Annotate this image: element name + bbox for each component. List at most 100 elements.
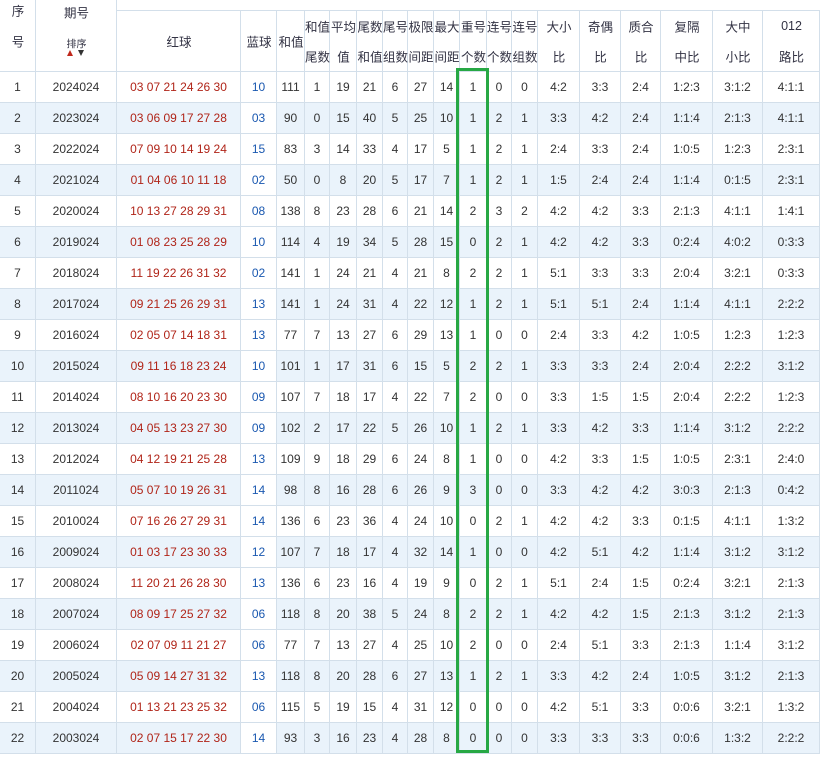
header-cell xyxy=(330,10,357,72)
table-cell: 3:1:2 xyxy=(713,413,763,444)
table-cell: 1:2:3 xyxy=(763,382,820,413)
table-cell: 2 xyxy=(487,103,512,134)
table-cell: 77 xyxy=(277,630,305,661)
table-cell: 10 xyxy=(434,630,460,661)
table-cell: 17 xyxy=(357,537,383,568)
sort-label[interactable]: 排序 xyxy=(66,39,87,51)
table-cell: 107 xyxy=(277,537,305,568)
table-cell: 03 07 21 24 26 30 xyxy=(117,72,241,103)
table-cell: 2:1:3 xyxy=(661,630,713,661)
table-cell: 102 xyxy=(277,413,305,444)
table-cell: 17 xyxy=(408,134,434,165)
table-cell: 26 xyxy=(408,413,434,444)
header-cell xyxy=(305,10,330,72)
table-cell: 24 xyxy=(330,289,357,320)
header-label: 大小 xyxy=(546,20,572,35)
table-cell: 0 xyxy=(512,444,538,475)
table-cell: 22 xyxy=(408,289,434,320)
table-cell: 2:1:3 xyxy=(763,568,820,599)
table-cell: 20 xyxy=(330,661,357,692)
header-cell xyxy=(357,10,383,72)
header-label: 小比 xyxy=(725,50,751,65)
table-cell: 2:1:3 xyxy=(661,599,713,630)
table-cell: 0 xyxy=(512,382,538,413)
table-cell: 3:3 xyxy=(538,413,580,444)
table-cell: 02 xyxy=(241,258,277,289)
table-cell: 1:2:3 xyxy=(763,320,820,351)
table-cell: 3:1:2 xyxy=(713,537,763,568)
table-cell: 28 xyxy=(408,723,434,754)
table-cell: 29 xyxy=(357,444,383,475)
table-cell: 04 12 19 21 25 28 xyxy=(117,444,241,475)
table-cell: 5:1 xyxy=(538,289,580,320)
table-cell: 9 xyxy=(0,320,36,351)
table-cell: 1:0:5 xyxy=(661,320,713,351)
table-cell: 3:3 xyxy=(621,692,661,723)
table-cell: 21 xyxy=(357,258,383,289)
table-cell: 1:0:5 xyxy=(661,444,713,475)
table-cell: 09 xyxy=(241,413,277,444)
table-cell: 5:1 xyxy=(538,568,580,599)
header-cell xyxy=(580,10,621,72)
table-cell: 4:1:1 xyxy=(713,196,763,227)
table-cell: 09 21 25 26 29 31 xyxy=(117,289,241,320)
table-cell: 4 xyxy=(383,568,408,599)
table-cell: 12 xyxy=(434,692,460,723)
table-cell: 9 xyxy=(305,444,330,475)
table-cell: 06 xyxy=(241,599,277,630)
table-cell: 1:5 xyxy=(621,568,661,599)
table-cell: 32 xyxy=(408,537,434,568)
table-cell: 0:2:4 xyxy=(661,227,713,258)
table-cell: 4:1:1 xyxy=(713,289,763,320)
table-cell: 5 xyxy=(383,413,408,444)
header-top-band xyxy=(117,0,820,11)
table-cell: 1:5 xyxy=(621,599,661,630)
table-cell: 5:1 xyxy=(538,258,580,289)
table-cell: 6 xyxy=(383,196,408,227)
header-label: 和值 xyxy=(304,20,331,35)
table-cell: 3 xyxy=(305,134,330,165)
header-label: 和值 xyxy=(357,50,383,65)
table-cell: 3:3 xyxy=(538,103,580,134)
table-cell: 3 xyxy=(0,134,36,165)
table-cell: 07 16 26 27 29 31 xyxy=(117,506,241,537)
table-cell: 08 xyxy=(241,196,277,227)
table-cell: 01 08 23 25 28 29 xyxy=(117,227,241,258)
table-cell: 4:1:1 xyxy=(713,506,763,537)
table-cell: 14 xyxy=(330,134,357,165)
table-cell: 1 xyxy=(512,599,538,630)
table-cell: 109 xyxy=(277,444,305,475)
table-cell: 0:1:5 xyxy=(661,506,713,537)
table-cell: 13 xyxy=(241,320,277,351)
table-cell: 1 xyxy=(512,568,538,599)
table-cell: 5 xyxy=(383,599,408,630)
table-cell: 2:4 xyxy=(621,103,661,134)
table-cell: 1:5 xyxy=(538,165,580,196)
table-cell: 2:4 xyxy=(580,568,621,599)
table-cell: 3 xyxy=(305,723,330,754)
table-cell: 2:2:2 xyxy=(713,351,763,382)
header-label: 中比 xyxy=(674,50,700,65)
table-cell: 23 xyxy=(330,196,357,227)
table-cell: 24 xyxy=(330,258,357,289)
header-label: 连号 xyxy=(486,20,513,35)
header-label: 和值 xyxy=(278,35,304,50)
table-cell: 8 xyxy=(434,599,460,630)
table-cell: 33 xyxy=(357,134,383,165)
table-cell: 08 09 17 25 27 32 xyxy=(117,599,241,630)
table-cell: 25 xyxy=(408,630,434,661)
table-cell: 02 07 15 17 22 30 xyxy=(117,723,241,754)
table-cell: 1 xyxy=(512,661,538,692)
table-cell: 0 xyxy=(487,630,512,661)
header-cell xyxy=(383,10,408,72)
table-cell: 1:1:4 xyxy=(661,289,713,320)
header-label: 重号 xyxy=(460,20,487,35)
table-cell: 2020024 xyxy=(36,196,117,227)
table-cell: 0:3:3 xyxy=(763,258,820,289)
header-label: 大中 xyxy=(725,20,751,35)
table-cell: 0 xyxy=(512,630,538,661)
table-cell: 1:5 xyxy=(580,382,621,413)
table-cell: 2015024 xyxy=(36,351,117,382)
table-cell: 8 xyxy=(434,258,460,289)
table-cell: 114 xyxy=(277,227,305,258)
